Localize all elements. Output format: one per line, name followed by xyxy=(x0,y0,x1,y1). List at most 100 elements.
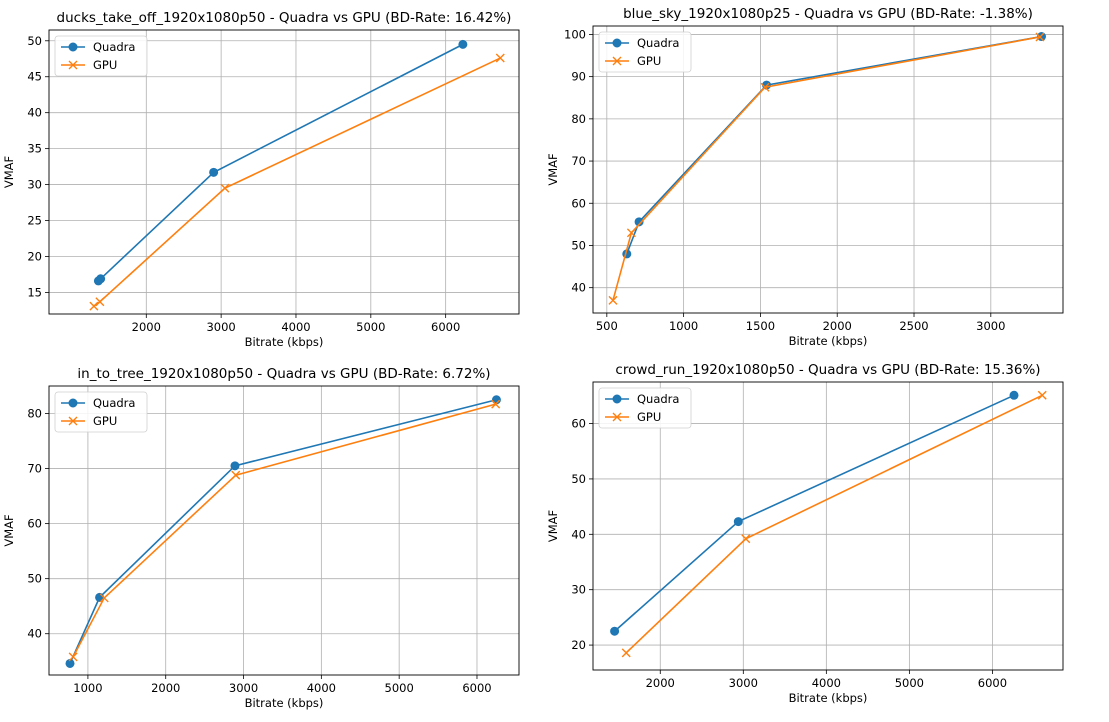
data-point-quadra xyxy=(1036,32,1046,42)
y-axis-label: VMAF xyxy=(2,156,16,188)
x-tick-label: 6000 xyxy=(978,676,1007,690)
plot-frame xyxy=(592,381,1064,671)
legend-box xyxy=(598,387,692,429)
y-tick-label: 30 xyxy=(571,583,586,597)
chart-panel: 2000 3000 4000 5000 6000 20 30 40 50 60 crowd_run_… xyxy=(546,362,1064,705)
data-point-quadra xyxy=(96,274,106,284)
legend-label: GPU xyxy=(637,410,661,424)
x-tick-label: 2000 xyxy=(646,676,675,690)
legend-swatch-marker xyxy=(612,56,622,66)
legend-box xyxy=(598,31,692,73)
x-tick-label: 4000 xyxy=(307,681,336,695)
y-axis-label: VMAF xyxy=(2,514,16,546)
legend: Quadra GPU xyxy=(598,387,692,429)
y-tick-label: 90 xyxy=(571,70,586,84)
series-line-gpu xyxy=(93,57,501,307)
x-tick-label: 2000 xyxy=(132,320,161,334)
legend-swatch-marker xyxy=(68,42,78,52)
y-tick-label: 45 xyxy=(27,70,42,84)
data-point-gpu xyxy=(1037,390,1047,400)
x-tick-label: 3000 xyxy=(206,320,235,334)
legend-label: Quadra xyxy=(93,40,135,54)
x-tick-label: 500 xyxy=(596,319,618,333)
legend-label: GPU xyxy=(93,414,117,428)
data-point-gpu xyxy=(220,183,230,193)
y-tick-label: 15 xyxy=(27,285,42,299)
legend-swatch-marker xyxy=(612,394,622,404)
chart-panel: 2000 3000 4000 5000 6000 15 20 25 30 35 40 45 50 duck… xyxy=(2,10,520,349)
data-point-gpu xyxy=(95,297,105,307)
legend-swatch-marker xyxy=(612,38,622,48)
legend-label: GPU xyxy=(93,58,117,72)
legend-label: Quadra xyxy=(637,392,679,406)
chart-title: in_to_tree_1920x1080p50 - Quadra vs GPU … xyxy=(77,366,490,382)
y-tick-label: 50 xyxy=(571,472,586,486)
data-point-gpu xyxy=(68,652,78,662)
x-tick-label: 2000 xyxy=(151,681,180,695)
x-tick-label: 2000 xyxy=(823,319,852,333)
y-tick-label: 70 xyxy=(571,154,586,168)
data-point-gpu xyxy=(99,593,109,603)
legend-label: GPU xyxy=(637,54,661,68)
data-point-gpu xyxy=(89,301,99,311)
chart-title: blue_sky_1920x1080p25 - Quadra vs GPU (B… xyxy=(623,6,1033,22)
plot-frame xyxy=(592,25,1064,314)
series-line-gpu xyxy=(612,36,1041,301)
y-tick-label: 40 xyxy=(27,106,42,120)
series-line-quadra xyxy=(69,398,497,664)
series-line-quadra xyxy=(626,35,1042,255)
y-axis-label: VMAF xyxy=(546,510,560,542)
x-axis-label: Bitrate (kbps) xyxy=(789,334,868,348)
data-point-quadra xyxy=(634,217,644,227)
data-point-gpu xyxy=(495,53,505,63)
y-tick-label: 20 xyxy=(571,638,586,652)
y-tick-label: 50 xyxy=(27,572,42,586)
data-point-quadra xyxy=(209,167,219,177)
legend-swatch-marker xyxy=(68,398,78,408)
x-tick-label: 5000 xyxy=(895,676,924,690)
data-point-gpu xyxy=(760,82,770,92)
x-axis-label: Bitrate (kbps) xyxy=(245,696,324,710)
chart-title: ducks_take_off_1920x1080p50 - Quadra vs … xyxy=(57,10,512,26)
x-tick-label: 4000 xyxy=(281,320,310,334)
legend: Quadra GPU xyxy=(54,391,148,433)
y-tick-label: 25 xyxy=(27,214,42,228)
x-tick-label: 1000 xyxy=(73,681,102,695)
x-axis-label: Bitrate (kbps) xyxy=(245,335,324,349)
x-tick-label: 3000 xyxy=(229,681,258,695)
x-tick-label: 6000 xyxy=(462,681,491,695)
data-point-gpu xyxy=(621,648,631,658)
data-point-quadra xyxy=(610,626,620,636)
legend-swatch-marker xyxy=(612,412,622,422)
x-axis-label: Bitrate (kbps) xyxy=(789,691,868,705)
x-tick-label: 3000 xyxy=(976,319,1005,333)
series-line-gpu xyxy=(625,394,1043,654)
y-tick-label: 80 xyxy=(571,112,586,126)
y-tick-label: 80 xyxy=(27,407,42,421)
legend-box xyxy=(54,391,148,433)
y-tick-label: 30 xyxy=(27,178,42,192)
chart-panel: 1000 2000 3000 4000 5000 6000 40 50 60 70 80 in_to_… xyxy=(2,366,520,710)
data-point-quadra xyxy=(230,461,240,471)
plot-frame xyxy=(48,29,520,315)
x-tick-label: 5000 xyxy=(356,320,385,334)
series-line-gpu xyxy=(72,403,496,658)
y-tick-label: 40 xyxy=(27,627,42,641)
y-tick-label: 50 xyxy=(27,34,42,48)
data-point-gpu xyxy=(231,470,241,480)
legend-swatch-marker xyxy=(68,416,78,426)
y-tick-label: 60 xyxy=(571,196,586,210)
data-point-gpu xyxy=(741,534,751,544)
plot-frame xyxy=(48,385,520,676)
y-tick-label: 35 xyxy=(27,142,42,156)
x-tick-label: 3000 xyxy=(729,676,758,690)
data-point-gpu xyxy=(626,228,636,238)
x-tick-label: 1000 xyxy=(669,319,698,333)
chart-title: crowd_run_1920x1080p50 - Quadra vs GPU (… xyxy=(615,362,1040,378)
y-tick-label: 40 xyxy=(571,527,586,541)
series-line-quadra xyxy=(614,394,1015,632)
legend-box xyxy=(54,35,148,77)
x-tick-label: 4000 xyxy=(812,676,841,690)
y-tick-label: 20 xyxy=(27,249,42,263)
